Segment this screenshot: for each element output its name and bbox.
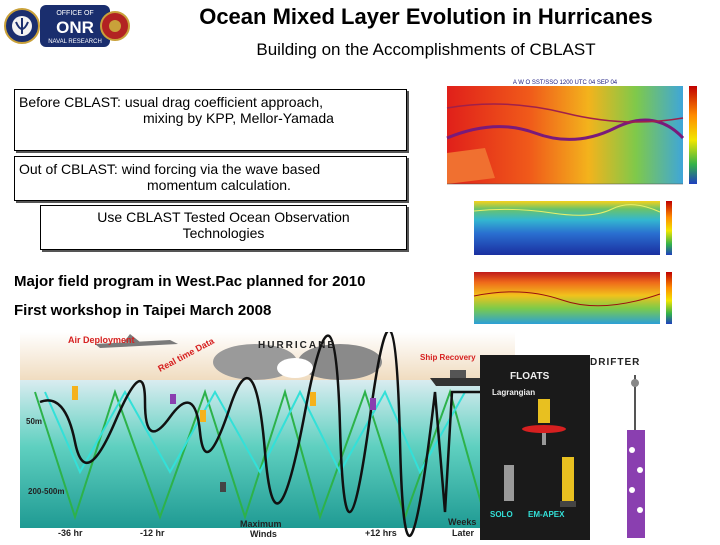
lagrangian-label: Lagrangian: [492, 388, 535, 397]
axis-label-winds: Winds: [250, 529, 277, 539]
logo-bottom-text: NAVAL RESEARCH: [48, 39, 102, 45]
field-program-note: Major field program in West.Pac planned …: [14, 273, 366, 290]
axis-label-later: Later: [452, 528, 475, 538]
axis-label-plus12: +12 hrs: [365, 528, 397, 538]
logo-main-text: ONR: [56, 18, 94, 37]
out-of-cblast-line1: Out of CBLAST: wind forcing via the wave…: [19, 161, 321, 177]
depth-50m-label: 50m: [26, 417, 42, 426]
temperature-section-plot-2: [452, 266, 682, 330]
before-cblast-line2: mixing by KPP, Mellor-Yamada: [143, 110, 334, 126]
solo-label: SOLO: [490, 510, 513, 519]
axis-label-minus36: -36 hr: [58, 528, 83, 538]
axis-label-weeks: Weeks: [448, 517, 476, 527]
drifter-label: DRIFTER: [590, 357, 640, 368]
sst-map-figure: A W O SST/SSO 1200 UTC 04 SEP 04: [425, 78, 715, 192]
floats-label: FLOATS: [510, 371, 550, 382]
axis-label-minus12: -12 hr: [140, 528, 165, 538]
slide-title: Ocean Mixed Layer Evolution in Hurricane…: [199, 4, 653, 29]
air-deployment-label: Air Deployment: [68, 335, 135, 345]
em-apex-label: EM-APEX: [528, 510, 565, 519]
logo-top-text: OFFICE OF: [56, 10, 93, 17]
workshop-note: First workshop in Taipei March 2008: [14, 302, 272, 319]
out-of-cblast-line2: momentum calculation.: [147, 177, 291, 193]
tested-technologies-box: Use CBLAST Tested Ocean Observation Tech…: [40, 205, 407, 250]
depth-200-500m-label: 200-500m: [28, 487, 64, 496]
ship-recovery-label: Ship Recovery: [420, 353, 476, 362]
out-of-cblast-box: Out of CBLAST: wind forcing via the wave…: [14, 156, 407, 201]
axis-label-maximum: Maximum: [240, 519, 282, 529]
slide-subtitle: Building on the Accomplishments of CBLAS…: [256, 40, 596, 59]
floats-drifter-panel: FLOATS DRIFTER Lagrangian SOLO EM-APEX: [480, 355, 720, 540]
hurricane-deployment-schematic: Air Deployment HURRICANE Real time Data …: [20, 329, 515, 540]
before-cblast-line1: Before CBLAST: usual drag coefficient ap…: [19, 94, 324, 110]
tested-technologies-line1: Use CBLAST Tested Ocean Observation: [97, 209, 350, 225]
before-cblast-box: Before CBLAST: usual drag coefficient ap…: [14, 89, 407, 151]
tested-technologies-line2: Technologies: [182, 225, 265, 241]
hurricane-label: HURRICANE: [258, 340, 336, 351]
sst-map-title: A W O SST/SSO 1200 UTC 04 SEP 04: [513, 80, 618, 86]
onr-logo: OFFICE OF ONR NAVAL RESEARCH: [4, 2, 130, 50]
temperature-section-plot-1: [452, 193, 682, 257]
